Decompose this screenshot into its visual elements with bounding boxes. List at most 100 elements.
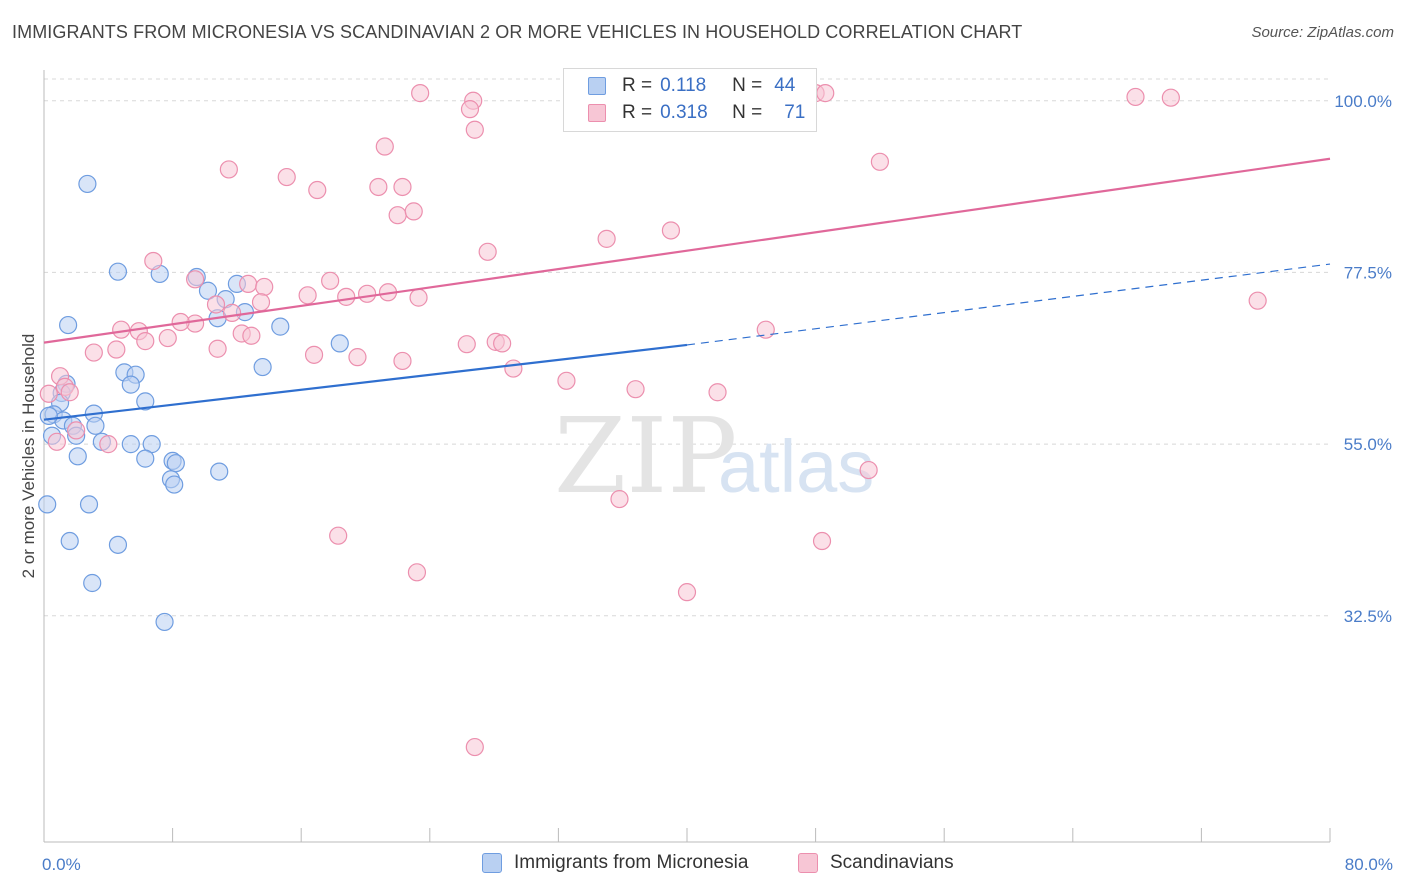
data-point-scandinavian xyxy=(859,460,878,480)
blue-swatch xyxy=(482,853,502,873)
data-point-micronesia xyxy=(166,454,185,473)
stats-row-scandinavians: R = 0.318 N = 71 xyxy=(588,100,805,126)
data-point-scandinavian xyxy=(610,489,629,509)
n-value: 44 xyxy=(774,75,796,96)
data-point-scandinavian xyxy=(251,293,271,312)
data-point-scandinavian xyxy=(208,339,227,358)
data-point-scandinavian xyxy=(597,229,616,248)
axis-layer: 32.5% 55.0% 77.5% 100.0% 0.0% 80.0% xyxy=(42,70,1393,874)
data-point-scandinavian xyxy=(557,371,576,390)
data-point-micronesia xyxy=(60,531,79,551)
y-tick-label: 100.0% xyxy=(1334,92,1392,111)
x-tick-label: 0.0% xyxy=(42,855,81,874)
data-point-scandinavian xyxy=(60,383,79,402)
data-point-scandinavian xyxy=(242,326,261,345)
data-point-scandinavian xyxy=(457,335,476,354)
data-point-scandinavian xyxy=(39,384,58,403)
y-tick-label: 55.0% xyxy=(1344,435,1392,454)
data-point-scandinavian xyxy=(816,84,835,103)
data-point-scandinavian xyxy=(393,351,412,371)
x-tick-label: 80.0% xyxy=(1345,855,1393,874)
data-point-scandinavian xyxy=(493,334,512,353)
watermark-atlas: atlas xyxy=(718,425,874,508)
r-value: 0.118 xyxy=(660,75,707,96)
data-point-micronesia xyxy=(253,357,272,377)
data-point-scandinavian xyxy=(404,202,423,221)
data-point-scandinavian xyxy=(222,303,242,322)
chart-title: IMMIGRANTS FROM MICRONESIA VS SCANDINAVI… xyxy=(12,22,1023,42)
data-point-scandinavian xyxy=(756,320,775,339)
trendline-micronesia xyxy=(43,343,688,421)
trendline-scandinavians xyxy=(43,157,1331,344)
data-point-micronesia xyxy=(86,416,105,435)
data-point-scandinavian xyxy=(348,348,367,367)
data-point-scandinavian xyxy=(504,359,523,378)
data-point-micronesia xyxy=(108,535,128,554)
data-point-scandinavian xyxy=(298,286,317,305)
data-point-micronesia xyxy=(136,392,155,411)
data-point-scandinavian xyxy=(47,432,66,451)
pink-swatch xyxy=(588,104,606,122)
data-point-scandinavian xyxy=(661,221,681,240)
source-label: Source: ZipAtlas.com xyxy=(1251,24,1394,41)
data-point-scandinavian xyxy=(407,563,427,582)
data-point-scandinavian xyxy=(393,177,412,197)
data-point-micronesia xyxy=(155,612,174,632)
r-label: R = xyxy=(622,102,653,123)
data-point-micronesia xyxy=(39,406,58,425)
y-axis-label: 2 or more Vehicles in Household xyxy=(19,334,38,579)
data-point-micronesia xyxy=(108,262,128,281)
data-point-micronesia xyxy=(121,375,140,394)
data-point-micronesia xyxy=(136,449,155,468)
y-tick-label: 77.5% xyxy=(1344,263,1392,282)
legend-item-scandinavians[interactable]: Scandinavians xyxy=(798,852,954,874)
trend-layer xyxy=(43,157,1331,421)
series-legend: Immigrants from Micronesia Scandinavians xyxy=(0,852,1406,878)
r-label: R = xyxy=(622,75,653,96)
n-value: 71 xyxy=(784,102,806,123)
data-point-micronesia xyxy=(78,174,97,194)
data-point-scandinavian xyxy=(308,180,327,200)
data-point-micronesia xyxy=(330,334,349,353)
data-point-scandinavian xyxy=(329,526,348,545)
legend-item-micronesia[interactable]: Immigrants from Micronesia xyxy=(482,852,748,874)
data-point-scandinavian xyxy=(99,435,118,454)
data-point-scandinavian xyxy=(411,84,430,103)
points-layer xyxy=(38,84,1267,757)
legend-label: Scandinavians xyxy=(830,852,954,873)
data-point-scandinavian xyxy=(478,242,497,261)
watermark-zip: ZIP xyxy=(554,395,737,517)
blue-swatch xyxy=(588,77,606,95)
y-tick-label: 32.5% xyxy=(1344,607,1392,626)
data-point-scandinavian xyxy=(1161,88,1180,107)
data-point-scandinavian xyxy=(870,152,890,171)
r-value: 0.318 xyxy=(660,102,708,123)
data-point-scandinavian xyxy=(1248,291,1267,310)
grid-layer xyxy=(44,78,1330,617)
data-point-scandinavian xyxy=(388,206,407,225)
data-point-scandinavian xyxy=(239,274,258,293)
data-point-scandinavian xyxy=(375,137,394,156)
data-point-scandinavian xyxy=(186,270,205,289)
data-point-scandinavian xyxy=(369,177,388,197)
data-point-scandinavian xyxy=(812,531,832,551)
legend-label: Immigrants from Micronesia xyxy=(514,852,749,873)
data-point-scandinavian xyxy=(136,332,155,351)
stats-row-micronesia: R = 0.118 N = 44 xyxy=(588,73,795,99)
data-point-micronesia xyxy=(79,495,99,514)
data-point-scandinavian xyxy=(677,583,697,602)
data-point-scandinavian xyxy=(107,340,126,359)
data-point-micronesia xyxy=(38,495,57,514)
data-point-micronesia xyxy=(68,447,87,466)
data-point-scandinavian xyxy=(358,284,377,303)
data-point-micronesia xyxy=(83,573,102,593)
data-point-scandinavian xyxy=(219,160,238,179)
data-point-scandinavian xyxy=(67,421,86,440)
data-point-scandinavian xyxy=(304,345,324,364)
n-label: N = xyxy=(732,75,763,96)
data-point-scandinavian xyxy=(465,120,484,139)
data-point-scandinavian xyxy=(277,167,296,187)
data-point-scandinavian xyxy=(321,271,340,290)
data-point-scandinavian xyxy=(460,100,480,119)
